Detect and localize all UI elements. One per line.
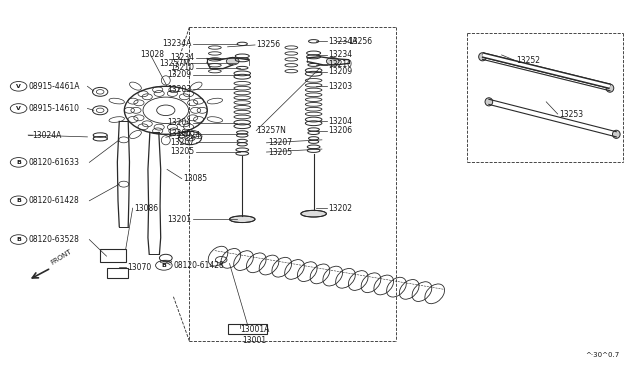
Text: V: V (16, 106, 21, 111)
Ellipse shape (230, 216, 255, 222)
Text: 13001: 13001 (243, 336, 266, 345)
Text: 13085: 13085 (183, 174, 207, 183)
Text: FRONT: FRONT (50, 248, 73, 265)
Circle shape (326, 58, 339, 65)
Text: B: B (16, 237, 21, 242)
Text: B: B (161, 263, 166, 268)
Ellipse shape (485, 98, 493, 106)
Text: 13256: 13256 (256, 41, 280, 49)
Text: ^·30^0.7: ^·30^0.7 (585, 352, 620, 358)
Text: 08120-61428: 08120-61428 (173, 261, 224, 270)
Text: 13210: 13210 (328, 60, 352, 70)
Text: 13024A: 13024A (32, 131, 61, 140)
Ellipse shape (301, 211, 326, 217)
Text: 13204: 13204 (328, 117, 353, 126)
Text: 13252: 13252 (516, 56, 540, 65)
Text: 13204: 13204 (167, 118, 191, 127)
Text: 13001A: 13001A (241, 326, 269, 334)
Text: 13256: 13256 (349, 37, 372, 46)
Text: 13201: 13201 (167, 215, 191, 224)
Ellipse shape (612, 130, 620, 138)
Text: 13203: 13203 (328, 82, 353, 91)
Text: 13253: 13253 (559, 109, 583, 119)
Text: 13207: 13207 (268, 138, 292, 147)
Text: 13203: 13203 (167, 85, 191, 94)
Text: 13207: 13207 (170, 138, 195, 147)
Text: 13086: 13086 (134, 204, 158, 214)
Text: 13028: 13028 (140, 51, 164, 60)
Text: V: V (16, 84, 21, 89)
Text: B: B (16, 160, 21, 165)
Ellipse shape (479, 53, 486, 61)
Text: 13257M: 13257M (159, 58, 190, 68)
Text: 08915-14610: 08915-14610 (28, 104, 79, 113)
Text: 13257N: 13257N (256, 126, 286, 135)
Ellipse shape (606, 84, 614, 92)
Text: 13205: 13205 (268, 148, 292, 157)
Text: 13210: 13210 (170, 63, 195, 72)
Circle shape (227, 58, 239, 65)
Text: 08120-63528: 08120-63528 (28, 235, 79, 244)
Text: 08915-4461A: 08915-4461A (28, 82, 79, 91)
Text: 13209: 13209 (167, 70, 191, 79)
Text: 13205: 13205 (170, 147, 195, 156)
Text: 13234A: 13234A (328, 37, 358, 46)
Text: 13206: 13206 (167, 129, 191, 138)
Text: 13024: 13024 (177, 131, 201, 140)
Text: 13234: 13234 (328, 51, 353, 60)
Text: 13209: 13209 (328, 67, 353, 76)
Text: B: B (16, 198, 21, 203)
Text: 13070: 13070 (127, 263, 152, 272)
Text: 13234: 13234 (170, 53, 195, 62)
Text: 13202: 13202 (328, 203, 352, 213)
Text: 08120-61428: 08120-61428 (28, 196, 79, 205)
Text: 08120-61633: 08120-61633 (28, 158, 79, 167)
Text: 13206: 13206 (328, 126, 353, 135)
Text: 13234A: 13234A (162, 39, 191, 48)
